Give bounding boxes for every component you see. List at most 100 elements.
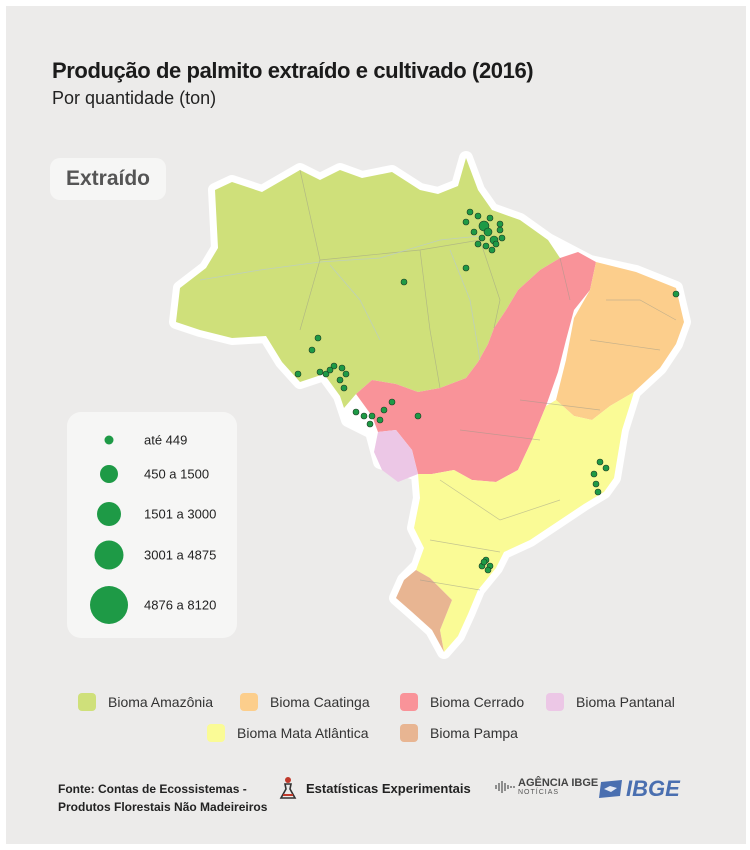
biome-legend-item: Bioma Pantanal: [546, 692, 675, 712]
production-point: [474, 240, 482, 248]
experimental-stats-logo: Estatísticas Experimentais: [278, 776, 471, 800]
production-point: [360, 412, 368, 420]
source-line: Produtos Florestais Não Madeireiros: [58, 800, 268, 814]
production-point: [496, 226, 504, 234]
biome-cerrado: [356, 252, 596, 482]
production-point: [308, 346, 316, 354]
production-point: [484, 566, 492, 574]
experimental-stats-label: Estatísticas Experimentais: [306, 780, 471, 796]
production-point: [492, 240, 500, 248]
size-legend-dot: [97, 502, 121, 526]
production-point: [294, 370, 302, 378]
biome-legend-item: Bioma Pampa: [400, 723, 518, 743]
biome-mata-atlantica: [414, 392, 634, 652]
biome-legend-label: Bioma Mata Atlântica: [237, 725, 369, 741]
biome-swatch: [78, 693, 96, 711]
ibge-flag-icon: [599, 780, 622, 798]
size-legend-item: 3001 a 4875: [67, 540, 237, 570]
production-point: [672, 290, 680, 298]
size-legend-dot: [104, 435, 114, 445]
production-point: [414, 412, 422, 420]
size-legend-dot: [90, 586, 128, 624]
biome-legend-item: Bioma Amazônia: [78, 692, 213, 712]
biome-legend-item: Bioma Caatinga: [240, 692, 370, 712]
production-point: [366, 420, 374, 428]
experimental-flask-icon: [279, 777, 297, 799]
biome-legend-label: Bioma Cerrado: [430, 694, 525, 710]
agencia-label: AGÊNCIA IBGE: [518, 777, 599, 789]
production-point: [592, 480, 600, 488]
biome-legend-label: Bioma Caatinga: [270, 694, 370, 710]
production-point: [400, 278, 408, 286]
biome-legend-label: Bioma Pampa: [430, 725, 518, 741]
size-legend-label: 4876 a 8120: [144, 597, 217, 613]
ibge-logo: IBGE: [598, 776, 680, 802]
production-point: [482, 242, 490, 250]
state-boundaries: [299, 169, 677, 591]
production-point: [462, 218, 470, 226]
chart-subtitle: Por quantidade (ton): [52, 88, 217, 108]
production-point: [486, 214, 494, 222]
production-point: [326, 366, 334, 374]
ibge-wordmark: IBGE: [626, 776, 680, 801]
size-legend-label: 3001 a 4875: [144, 547, 217, 563]
production-point: [338, 364, 346, 372]
biome-legend-label: Bioma Pantanal: [576, 694, 675, 710]
source-note: Fonte: Contas de Ecossistemas - Produtos…: [58, 780, 267, 816]
size-legend-item: 1501 a 3000: [67, 499, 237, 529]
biome-swatch: [207, 724, 225, 742]
biome-pantanal: [374, 430, 418, 482]
biome-legend-item: Bioma Mata Atlântica: [207, 723, 369, 743]
rivers: [199, 235, 481, 361]
production-point: [488, 246, 496, 254]
production-point: [352, 408, 360, 416]
production-point: [596, 458, 604, 466]
production-point: [474, 212, 482, 220]
size-legend-label: 1501 a 3000: [144, 506, 217, 522]
chart-title: Produção de palmito extraído e cultivado…: [52, 58, 534, 83]
production-point: [322, 370, 330, 378]
production-point: [466, 208, 474, 216]
extraido-badge: Extraído: [50, 158, 166, 200]
production-point: [342, 370, 350, 378]
production-point: [483, 227, 493, 237]
biome-swatch: [240, 693, 258, 711]
production-point: [380, 406, 388, 414]
production-point: [340, 384, 348, 392]
agencia-ibge-logo: AGÊNCIA IBGE NOTÍCIAS: [494, 778, 598, 796]
production-point: [498, 234, 506, 242]
size-legend: até 449 450 a 1500 1501 a 3000 3001 a 48…: [67, 412, 237, 638]
production-point: [368, 412, 376, 420]
production-point: [376, 416, 384, 424]
biome-pampa: [396, 570, 452, 652]
size-legend-item: até 449: [67, 425, 237, 455]
biome-swatch: [400, 724, 418, 742]
production-point: [330, 362, 338, 370]
production-point: [496, 220, 504, 228]
biome-caatinga: [556, 262, 684, 420]
production-point: [336, 376, 344, 384]
size-legend-dot: [100, 465, 118, 483]
source-line: Fonte: Contas de Ecossistemas -: [58, 782, 247, 796]
production-point: [594, 488, 602, 496]
production-point: [478, 234, 486, 242]
size-legend-label: 450 a 1500: [144, 466, 210, 482]
size-legend-dot: [94, 540, 124, 570]
agencia-sublabel: NOTÍCIAS: [518, 789, 560, 796]
production-points: [294, 208, 680, 574]
production-point: [470, 228, 478, 236]
size-legend-item: 450 a 1500: [67, 459, 237, 489]
soundwave-icon: [495, 781, 515, 793]
production-point: [388, 398, 396, 406]
production-point: [590, 470, 598, 478]
biome-legend-item: Bioma Cerrado: [400, 692, 524, 712]
production-point: [462, 264, 470, 272]
biome-swatch: [546, 693, 564, 711]
production-point: [602, 464, 610, 472]
size-legend-label: até 449: [144, 432, 188, 448]
biome-legend-label: Bioma Amazônia: [108, 694, 214, 710]
production-point: [480, 558, 488, 566]
size-legend-item: 4876 a 8120: [67, 586, 237, 624]
production-point: [316, 368, 324, 376]
